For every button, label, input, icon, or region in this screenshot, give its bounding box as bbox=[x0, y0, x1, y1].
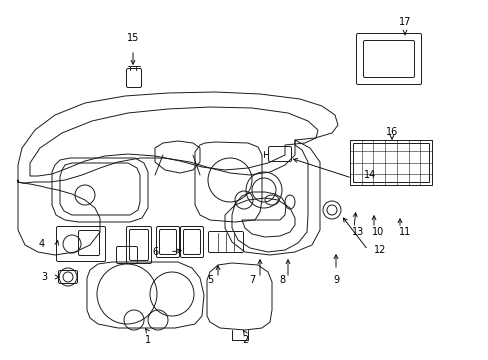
Text: 2: 2 bbox=[242, 335, 247, 345]
Bar bbox=[352, 143, 428, 182]
Text: 6: 6 bbox=[152, 247, 158, 257]
Text: 16: 16 bbox=[385, 127, 397, 137]
Text: 11: 11 bbox=[398, 227, 410, 237]
Text: 12: 12 bbox=[373, 245, 386, 255]
Text: 9: 9 bbox=[332, 275, 338, 285]
Bar bbox=[349, 140, 431, 185]
Text: 3: 3 bbox=[41, 272, 47, 282]
Text: 5: 5 bbox=[206, 275, 213, 285]
Text: 14: 14 bbox=[363, 170, 375, 180]
Text: 1: 1 bbox=[144, 335, 151, 345]
Text: 10: 10 bbox=[371, 227, 384, 237]
Text: 17: 17 bbox=[398, 17, 410, 27]
Text: 8: 8 bbox=[278, 275, 285, 285]
Text: 15: 15 bbox=[126, 33, 139, 43]
Text: 7: 7 bbox=[248, 275, 255, 285]
Text: 13: 13 bbox=[351, 227, 364, 237]
Text: 4: 4 bbox=[39, 239, 45, 249]
